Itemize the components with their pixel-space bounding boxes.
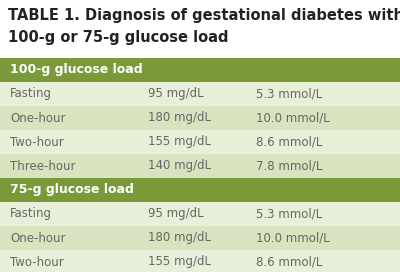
Bar (0, 202, 400, 226)
Text: 100-g or 75-g glucose load: 100-g or 75-g glucose load (8, 30, 228, 45)
Text: Three-hour: Three-hour (10, 159, 76, 172)
Text: Two-hour: Two-hour (10, 135, 64, 149)
Text: 5.3 mmol/L: 5.3 mmol/L (256, 88, 322, 100)
Text: 155 mg/dL: 155 mg/dL (148, 255, 211, 268)
Text: 155 mg/dL: 155 mg/dL (148, 135, 211, 149)
Text: 8.6 mmol/L: 8.6 mmol/L (256, 255, 322, 268)
Text: TABLE 1. Diagnosis of gestational diabetes with a: TABLE 1. Diagnosis of gestational diabet… (8, 8, 400, 23)
Text: 100-g glucose load: 100-g glucose load (10, 63, 143, 76)
Text: 95 mg/dL: 95 mg/dL (148, 88, 204, 100)
Text: 95 mg/dL: 95 mg/dL (148, 208, 204, 221)
Text: Fasting: Fasting (10, 88, 52, 100)
Bar (0, 154, 400, 178)
Bar (0, 82, 400, 106)
Text: Fasting: Fasting (10, 208, 52, 221)
Text: 75-g glucose load: 75-g glucose load (10, 184, 134, 196)
Text: 180 mg/dL: 180 mg/dL (148, 112, 211, 125)
Text: 140 mg/dL: 140 mg/dL (148, 159, 211, 172)
Bar (0, 250, 400, 272)
Text: One-hour: One-hour (10, 112, 66, 125)
Text: 180 mg/dL: 180 mg/dL (148, 231, 211, 245)
Text: One-hour: One-hour (10, 231, 66, 245)
Bar (0, 130, 400, 154)
Text: 10.0 mmol/L: 10.0 mmol/L (256, 231, 330, 245)
Bar (0, 106, 400, 130)
Text: 5.3 mmol/L: 5.3 mmol/L (256, 208, 322, 221)
Text: 8.6 mmol/L: 8.6 mmol/L (256, 135, 322, 149)
Bar (0, 178, 400, 202)
Bar (0, 226, 400, 250)
Text: Two-hour: Two-hour (10, 255, 64, 268)
Bar (0, 58, 400, 82)
Text: 10.0 mmol/L: 10.0 mmol/L (256, 112, 330, 125)
Text: 7.8 mmol/L: 7.8 mmol/L (256, 159, 322, 172)
